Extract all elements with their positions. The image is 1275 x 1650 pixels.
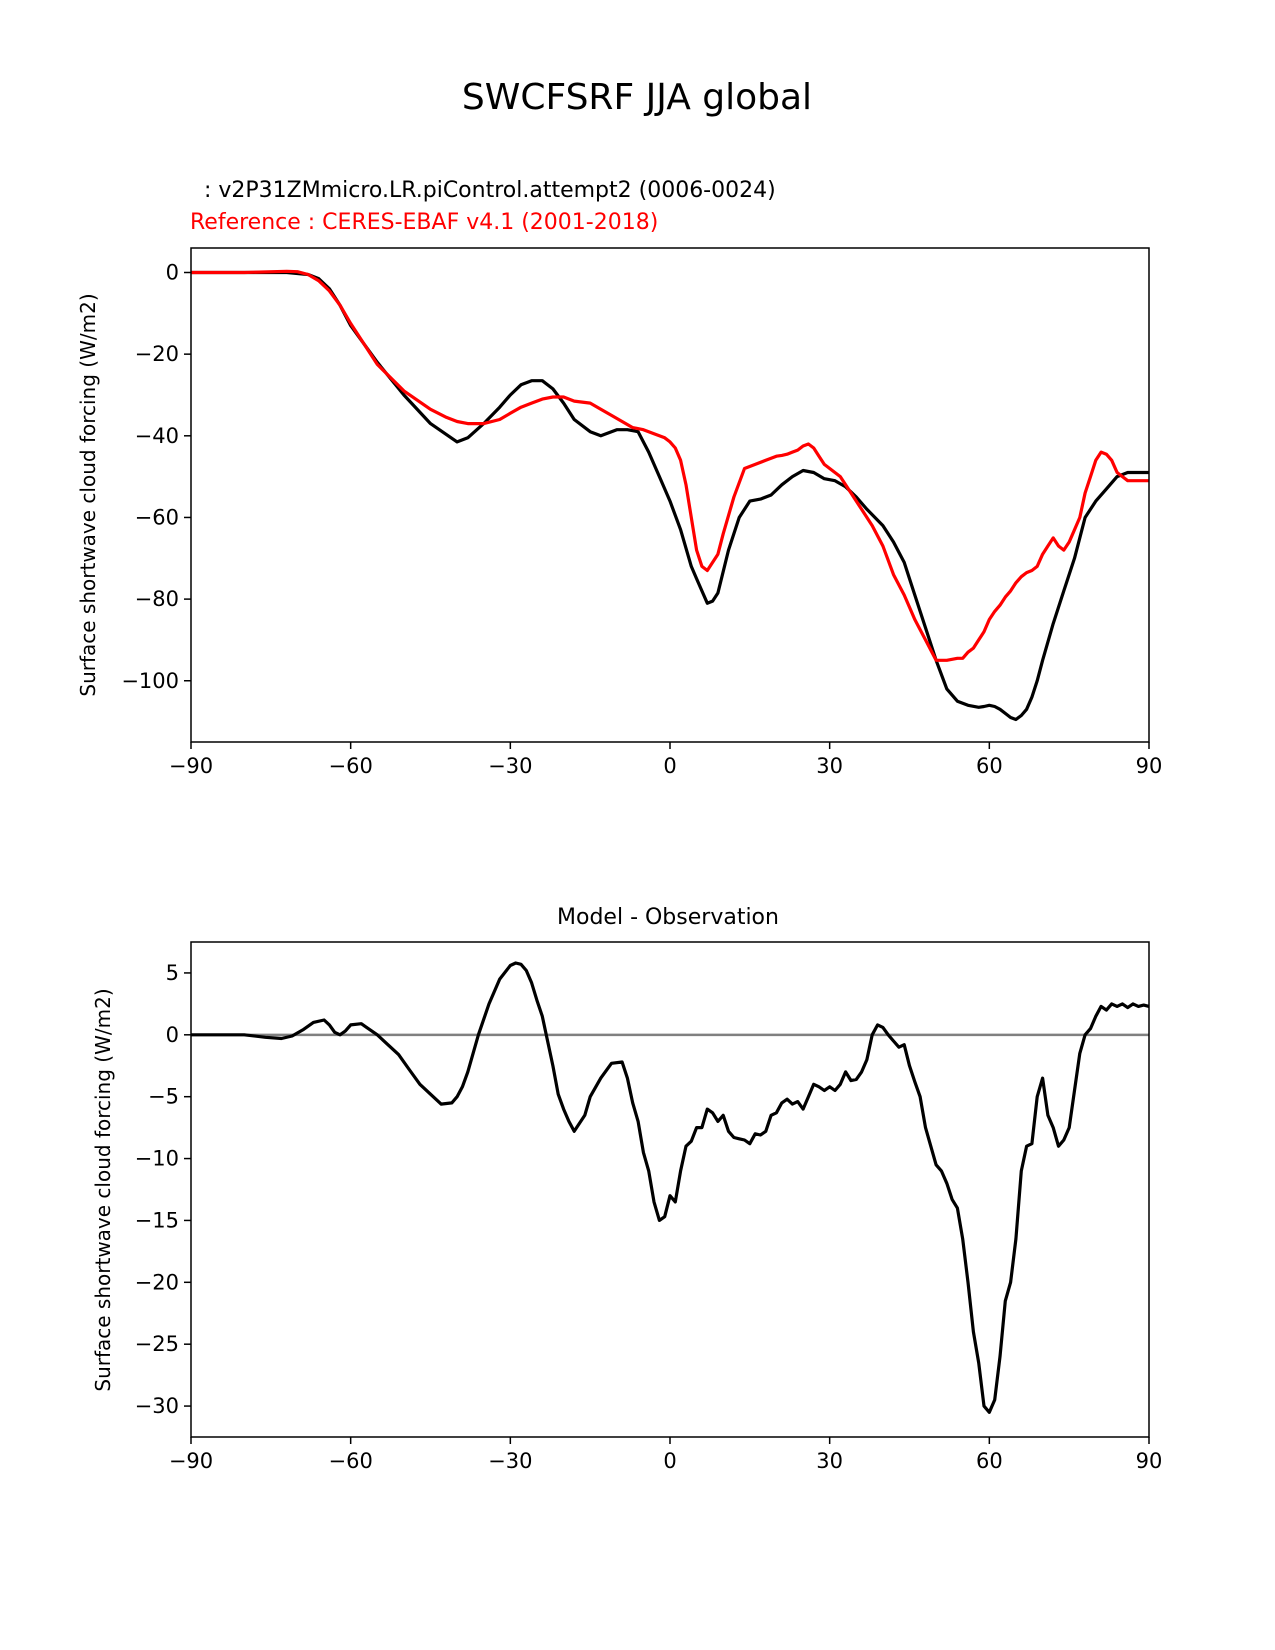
y-tick-label: 0 xyxy=(166,260,179,284)
x-tick-label: 30 xyxy=(816,754,843,778)
bottom-panel: −90 −60 −30 0 30 60 90 5 0 −5 −10 −15 −20 −25 −30 Surfa… xyxy=(91,941,1163,1473)
y-tick-label: −80 xyxy=(135,587,179,611)
x-tick-label: −30 xyxy=(488,1449,532,1473)
y-tick-label: −60 xyxy=(135,505,179,529)
x-tick-label: −90 xyxy=(169,1449,213,1473)
bottom-panel-title: Model - Observation xyxy=(557,905,779,930)
x-tick-label: 30 xyxy=(816,1449,843,1473)
figure-title: SWCFSRF JJA global xyxy=(462,77,812,118)
y-axis-label: Surface shortwave cloud forcing (W/m2) xyxy=(91,988,115,1391)
y-tick-label: −15 xyxy=(135,1208,179,1232)
series-line-0 xyxy=(191,961,1149,1414)
x-tick-label: −90 xyxy=(169,754,213,778)
series-line-0 xyxy=(191,270,1149,722)
plot-frame xyxy=(190,247,1150,743)
y-tick-label: −20 xyxy=(135,342,179,366)
x-tick-label: −60 xyxy=(329,1449,373,1473)
x-tick-label: −60 xyxy=(329,754,373,778)
y-tick-label: −20 xyxy=(135,1270,179,1294)
y-tick-label: −5 xyxy=(148,1085,179,1109)
y-tick-label: 5 xyxy=(166,961,179,985)
y-tick-label: −30 xyxy=(135,1394,179,1418)
x-tick-label: 0 xyxy=(663,754,676,778)
test-label: : v2P31ZMmicro.LR.piControl.attempt2 (00… xyxy=(190,178,776,203)
y-tick-label: −25 xyxy=(135,1332,179,1356)
reference-label: Reference : CERES-EBAF v4.1 (2001-2018) xyxy=(190,210,658,235)
y-axis-label: Surface shortwave cloud forcing (W/m2) xyxy=(76,293,100,696)
x-tick-label: −30 xyxy=(488,754,532,778)
plot-frame xyxy=(190,941,1150,1438)
series-line-1 xyxy=(191,269,1149,662)
x-tick-label: 0 xyxy=(663,1449,676,1473)
x-tick-label: 60 xyxy=(976,1449,1003,1473)
x-tick-label: 90 xyxy=(1136,1449,1163,1473)
top-panel: −90 −60 −30 0 30 60 90 0 −20 −40 −60 −80 −100 Surface… xyxy=(76,247,1163,778)
y-tick-label: −40 xyxy=(135,424,179,448)
x-tick-label: 90 xyxy=(1136,754,1163,778)
y-tick-label: 0 xyxy=(166,1023,179,1047)
y-tick-label: −100 xyxy=(121,669,179,693)
y-tick-label: −10 xyxy=(135,1147,179,1171)
x-tick-label: 60 xyxy=(976,754,1003,778)
